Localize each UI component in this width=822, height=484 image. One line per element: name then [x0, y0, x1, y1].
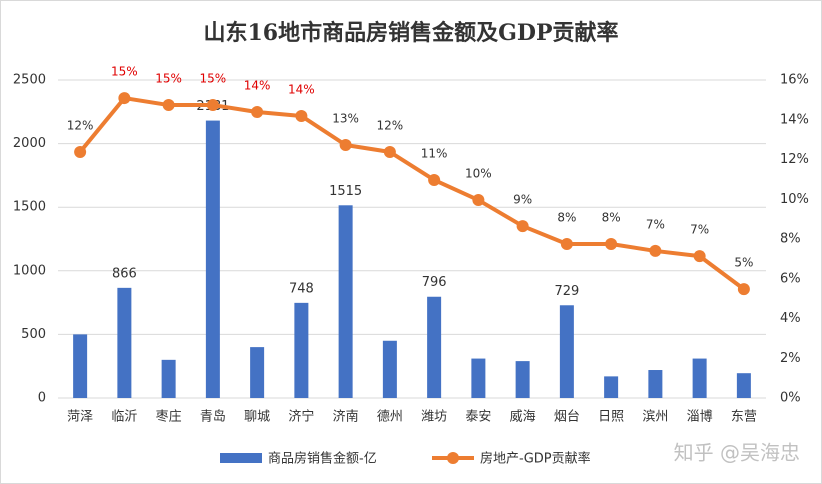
x-tick-label: 泰安 — [465, 410, 491, 425]
bar — [294, 302, 309, 398]
line-value-label: 15% — [111, 65, 138, 79]
x-tick-label: 临沂 — [111, 410, 137, 425]
line-value-label: 12% — [67, 118, 94, 132]
line-point — [206, 99, 219, 112]
line-value-label: 7% — [690, 223, 709, 237]
bar — [604, 376, 619, 398]
line-point — [516, 220, 529, 233]
line-point — [74, 145, 87, 158]
line-value-label: 7% — [646, 217, 665, 231]
x-tick-label: 烟台 — [554, 410, 580, 425]
bar — [161, 359, 176, 398]
y2-tick-label: 12% — [780, 152, 809, 167]
x-tick-label: 潍坊 — [421, 410, 447, 425]
x-tick-label: 济宁 — [288, 409, 314, 425]
line-value-label: 11% — [421, 146, 448, 160]
line-value-label: 12% — [377, 118, 404, 132]
bar-value-label: 729 — [554, 284, 579, 299]
bar — [471, 358, 486, 398]
x-tick-label: 菏泽 — [67, 410, 93, 425]
line-point — [649, 244, 662, 257]
chart-title: 山东16地市商品房销售金额及GDP贡献率 — [203, 20, 618, 46]
bar-value-label: 866 — [112, 266, 137, 281]
bar — [382, 340, 397, 398]
y-tick-label: 2000 — [13, 136, 46, 151]
bar — [117, 287, 132, 398]
x-tick-label: 枣庄 — [156, 409, 182, 425]
bar-value-label: 1515 — [329, 184, 362, 199]
legend-swatch — [220, 453, 262, 463]
x-tick-label: 济南 — [333, 409, 359, 425]
line-point — [295, 109, 308, 122]
bar — [427, 296, 442, 398]
bar — [515, 361, 530, 398]
y-tick-label: 0 — [38, 391, 46, 406]
line-value-label: 15% — [200, 72, 227, 86]
line-point — [472, 194, 485, 207]
y2-tick-label: 4% — [780, 311, 801, 326]
line-value-label: 13% — [332, 111, 359, 125]
legend-swatch — [447, 452, 459, 464]
y-tick-label: 500 — [21, 327, 46, 342]
line-point — [339, 138, 352, 151]
y2-tick-label: 16% — [780, 73, 809, 88]
line-point — [383, 145, 396, 158]
line-point — [162, 99, 175, 112]
line-value-label: 14% — [288, 82, 315, 96]
bar — [338, 205, 353, 398]
line-value-label: 15% — [155, 72, 182, 86]
bar — [736, 373, 751, 398]
line-value-label: 9% — [513, 193, 532, 207]
x-tick-label: 滨州 — [642, 409, 668, 425]
x-tick-label: 东营 — [731, 410, 757, 425]
y2-tick-label: 8% — [780, 232, 801, 247]
line-point — [251, 105, 264, 118]
line-point — [118, 92, 131, 105]
y-tick-label: 2500 — [13, 73, 46, 88]
bar-value-label: 796 — [422, 275, 447, 290]
watermark: 知乎 @吴海忠 — [674, 441, 800, 465]
bar — [648, 370, 663, 398]
line-value-label: 14% — [244, 78, 271, 92]
line-point — [560, 237, 573, 250]
x-tick-label: 日照 — [598, 410, 624, 425]
bar — [73, 334, 88, 398]
line-value-label: 8% — [557, 210, 576, 224]
bar — [559, 305, 574, 398]
x-tick-label: 威海 — [510, 410, 536, 425]
y2-tick-label: 14% — [780, 112, 809, 127]
y2-tick-label: 0% — [780, 391, 801, 406]
x-tick-label: 德州 — [377, 410, 403, 425]
y2-tick-label: 10% — [780, 192, 809, 207]
legend-label: 商品房销售金额-亿 — [268, 451, 377, 467]
bar — [250, 347, 265, 398]
x-tick-label: 淄博 — [687, 410, 713, 425]
x-tick-label: 青岛 — [200, 409, 226, 425]
line-value-label: 8% — [602, 210, 621, 224]
x-tick-label: 聊城 — [244, 410, 270, 425]
line-point — [693, 250, 706, 263]
y-tick-label: 1500 — [13, 200, 46, 215]
line-point — [428, 173, 441, 186]
bar-value-label: 748 — [289, 281, 314, 296]
line-value-label: 10% — [465, 167, 492, 181]
line-point — [737, 283, 750, 296]
y-tick-label: 1000 — [13, 263, 46, 278]
legend-label: 房地产-GDP贡献率 — [480, 451, 591, 467]
bar — [692, 358, 707, 398]
y2-tick-label: 2% — [780, 351, 801, 366]
line-point — [605, 237, 618, 250]
bar — [205, 120, 220, 399]
y2-tick-label: 6% — [780, 271, 801, 286]
line-value-label: 5% — [734, 256, 753, 270]
line-series — [78, 96, 746, 291]
